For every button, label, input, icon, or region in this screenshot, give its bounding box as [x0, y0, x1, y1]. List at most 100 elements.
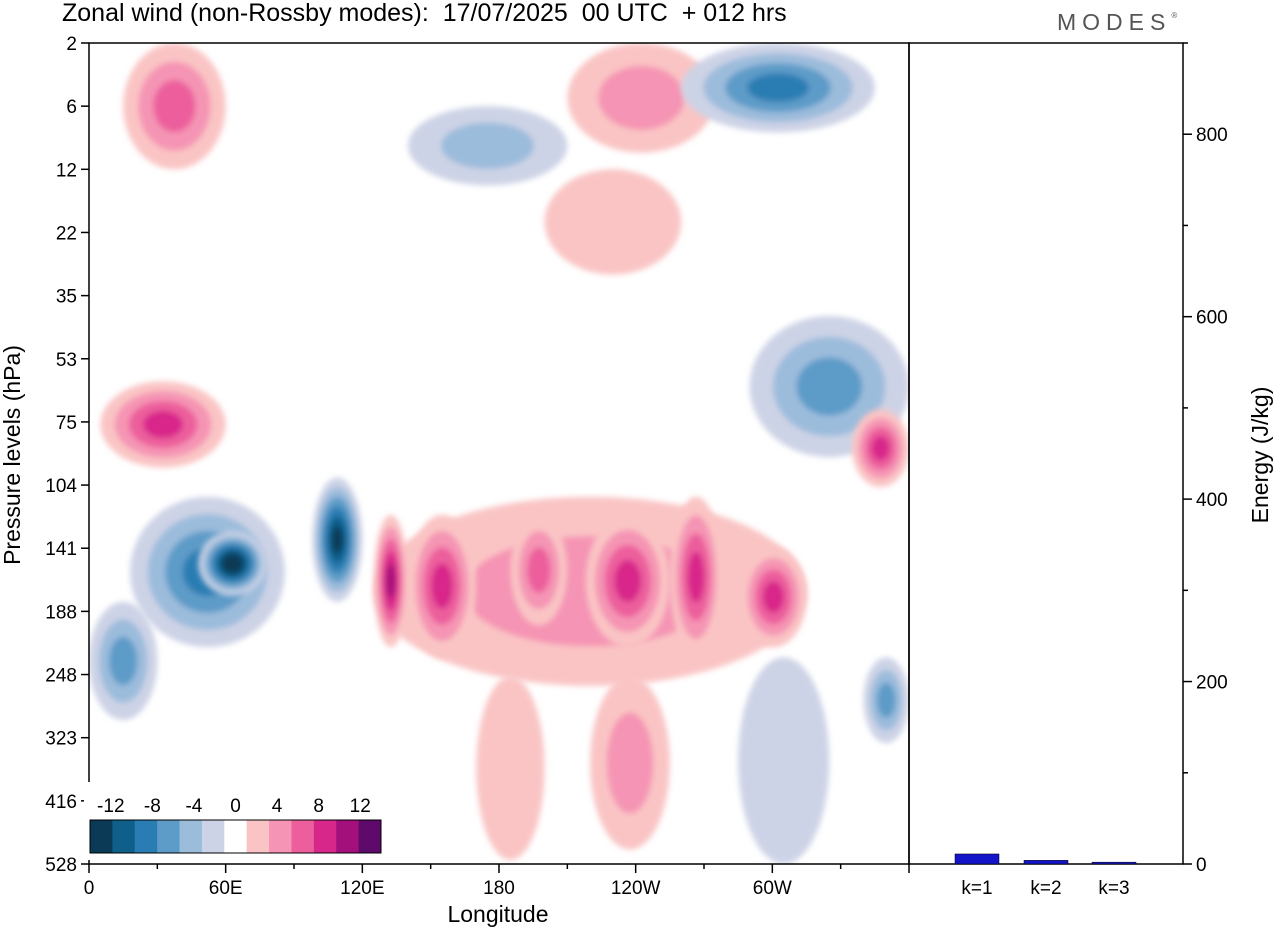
heat-region-negative-lower-350E: [863, 657, 909, 744]
colorbar-label: -12: [97, 796, 124, 817]
energy-tick-label: 600: [1196, 308, 1228, 329]
energy-bar-label: k=1: [961, 878, 992, 899]
colorbar-swatch: [179, 820, 203, 853]
heat-region-positive-upper-240E: [567, 43, 716, 153]
colorbar-swatch: [157, 820, 181, 853]
y-tick-label: 248: [45, 666, 77, 687]
colorbar-label: 12: [350, 796, 371, 817]
heat-contour: [527, 547, 551, 593]
colorbar-label: -4: [185, 796, 202, 817]
colorbar-swatch: [269, 820, 292, 853]
heat-region-positive-deep-tail-235E: [590, 676, 670, 850]
heatmap-field: [89, 43, 909, 864]
y-tick-label: 416: [45, 792, 77, 813]
colorbar-label: -8: [144, 796, 161, 817]
heat-region-negative-upper-310E: [681, 43, 875, 133]
heat-region-negative-60hPa-300E: [749, 315, 909, 458]
x-axis-title: Longitude: [447, 901, 548, 927]
y-tick-label: 22: [56, 223, 77, 244]
heat-contour: [441, 122, 535, 169]
colorbar-swatch: [201, 820, 225, 853]
heat-contour: [153, 80, 196, 133]
heat-contour: [431, 563, 453, 609]
x-tick-label: 120E: [340, 878, 384, 899]
longitude-axis: 0 60E 120E 180 120W 60W: [84, 864, 910, 899]
x-tick-label: 180: [483, 878, 515, 899]
heat-contour: [738, 657, 830, 864]
y-tick-label: 528: [45, 855, 77, 876]
heat-contour: [796, 357, 863, 416]
colorbar-swatch: [134, 820, 158, 853]
heat-region-positive-core-295E: [740, 546, 807, 648]
heat-contour: [476, 676, 545, 860]
heat-region-positive-mid-20hPa-200E: [544, 169, 682, 275]
heat-contour: [331, 526, 343, 554]
colorbar-legend: -12 -8 -4 0 4 8 12: [84, 782, 386, 860]
colorbar-label: 4: [272, 796, 283, 817]
y-tick-label: 75: [56, 413, 77, 434]
y-axis-title: Pressure levels (hPa): [0, 345, 25, 565]
energy-axis: 0 200 400 600 800: [1183, 42, 1228, 876]
heat-region-negative-core-110E: [312, 477, 363, 602]
colorbar-swatch: [313, 820, 337, 853]
heat-contour: [876, 682, 896, 718]
y-tick-label: 35: [56, 287, 77, 308]
energy-bar-k=2: [1023, 860, 1069, 865]
heat-region-positive-core-235E: [585, 514, 670, 648]
x-tick-label: 60W: [753, 878, 792, 899]
colorbar-frame: [89, 819, 382, 854]
energy-plot-frame: [908, 42, 1184, 865]
brand-mark: ®: [1171, 11, 1178, 20]
heat-contour: [762, 581, 784, 613]
colorbar-swatch: [336, 820, 360, 853]
brand-logo: MODES®: [1057, 9, 1177, 36]
heat-region-positive-75hPa-350E: [852, 409, 909, 488]
energy-bar-k=3: [1091, 861, 1137, 865]
y-tick-label: 104: [45, 476, 77, 497]
x-tick-label: 60E: [209, 878, 243, 899]
heat-region-positive-core-135E: [373, 514, 408, 648]
energy-bar-label: k=2: [1030, 878, 1061, 899]
heat-contour: [386, 563, 396, 599]
heat-contour: [871, 435, 890, 461]
colorbar-swatch: [358, 820, 382, 853]
heat-region-positive-core-155E: [407, 514, 477, 658]
energy-bars: k=1 k=2 k=3: [954, 853, 1137, 899]
heat-region-positive-deep-tail-180: [476, 676, 545, 860]
y-tick-label: 2: [66, 34, 77, 55]
heat-region-positive-upper-30E: [123, 43, 226, 170]
y-tick-label: 141: [45, 539, 77, 560]
heat-contour: [109, 636, 138, 686]
colorbar-swatch: [90, 820, 113, 853]
heat-region-positive-75hPa-30E: [100, 381, 226, 468]
heat-contour: [614, 559, 642, 603]
pressure-axis: 2 6 12 22 35 53 75 104 141 188 248 323 416 528: [45, 34, 89, 876]
heat-region-tropopause-jet-negative-60E: [198, 531, 267, 596]
chart-title: Zonal wind (non-Rossby modes): 17/07/202…: [62, 0, 787, 27]
heat-region-negative-tail-0-30E: [89, 601, 158, 721]
y-tick-label: 188: [45, 602, 77, 623]
x-tick-label: 0: [84, 878, 95, 899]
heat-region-positive-core-200E: [510, 514, 568, 626]
y-tick-label: 323: [45, 729, 77, 750]
x-tick-label: 120W: [611, 878, 661, 899]
heat-contour: [226, 557, 239, 570]
y-tick-label: 6: [66, 97, 77, 118]
heat-contour: [598, 65, 685, 130]
heat-region-negative-lower-300E: [738, 657, 830, 864]
energy-tick-label: 200: [1196, 673, 1228, 694]
colorbar-swatch: [246, 820, 270, 853]
energy-axis-title: Energy (J/kg): [1247, 387, 1273, 524]
heat-region-negative-upper-180: [407, 106, 568, 186]
colorbar-label: 0: [230, 796, 241, 817]
colorbar-swatch: [291, 820, 315, 853]
heat-contour: [606, 712, 654, 814]
heat-contour: [747, 73, 809, 102]
heat-contour: [687, 551, 705, 603]
colorbar-label: 8: [313, 796, 324, 817]
y-tick-label: 53: [56, 350, 77, 371]
energy-tick-label: 800: [1196, 125, 1228, 146]
energy-tick-label: 400: [1196, 490, 1228, 511]
colorbar-swatch: [112, 820, 136, 853]
